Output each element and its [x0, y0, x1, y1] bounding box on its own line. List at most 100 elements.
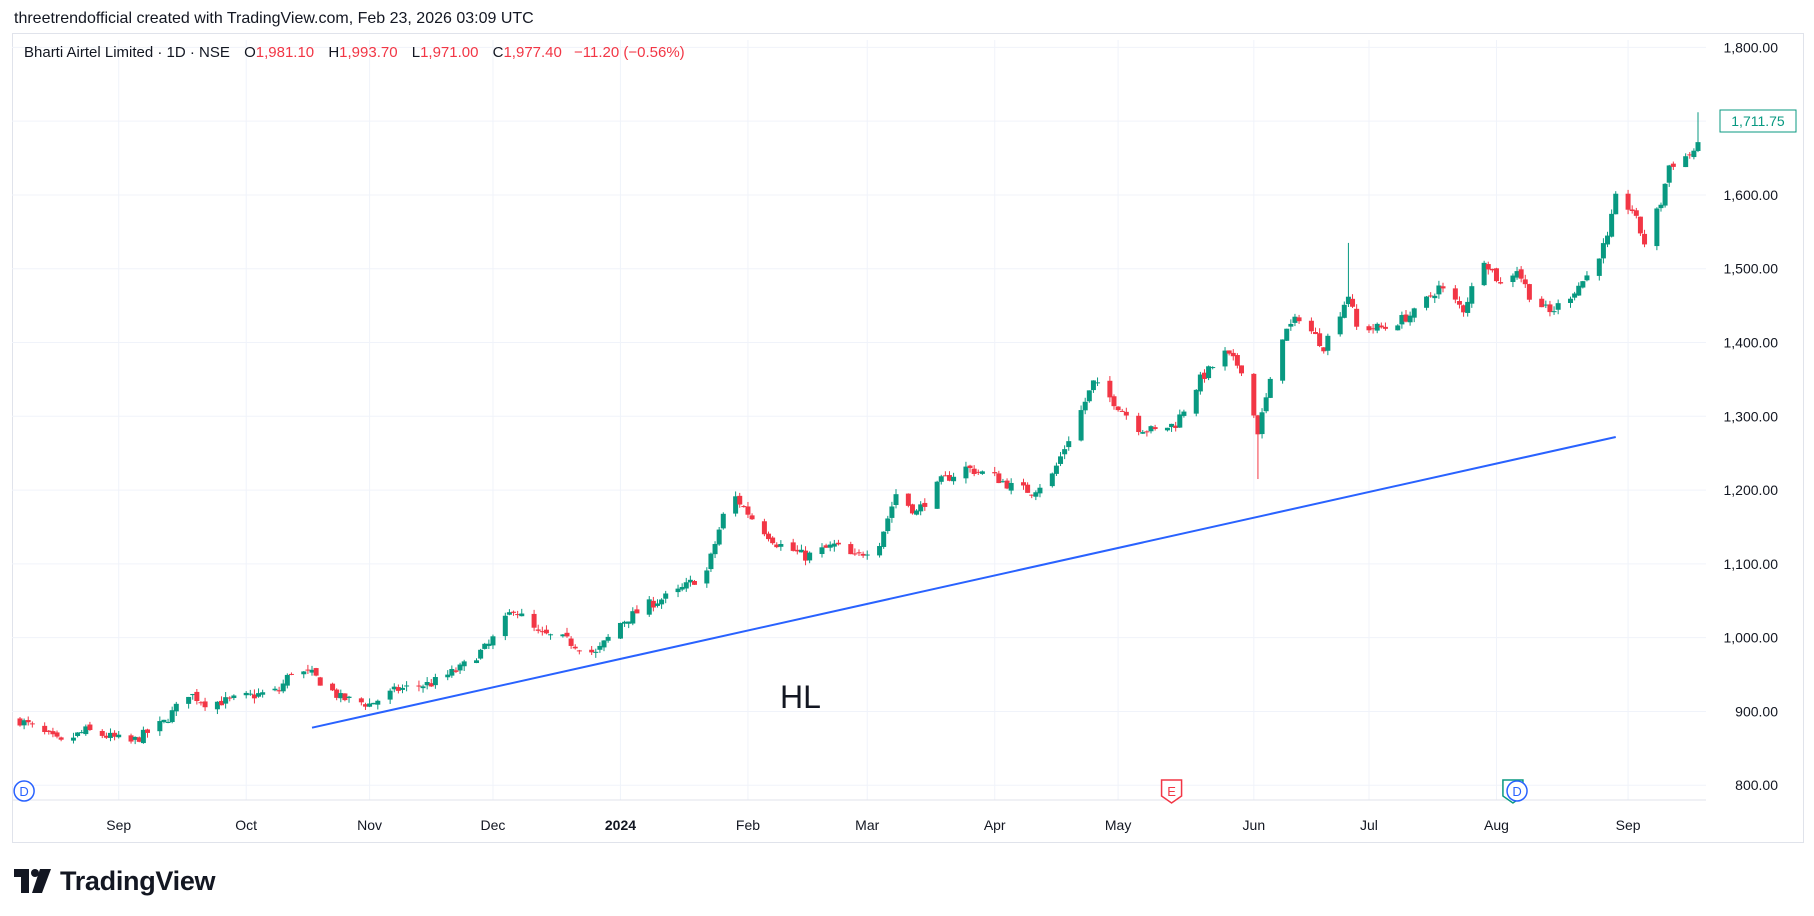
candle-body — [330, 683, 336, 691]
candle-body — [1082, 401, 1088, 411]
x-tick-label: Dec — [481, 817, 506, 833]
candle-body — [564, 632, 570, 637]
x-tick-label: Nov — [357, 817, 382, 833]
candle-body — [914, 510, 920, 515]
candle-body — [1123, 411, 1129, 416]
candle-body — [1206, 366, 1212, 379]
marker-letter: D — [19, 784, 28, 799]
candle-body — [1493, 268, 1499, 282]
candle-body — [515, 614, 521, 616]
last-price-label: 1,711.75 — [1731, 113, 1785, 129]
candle-body — [909, 504, 915, 514]
candle-body — [856, 552, 862, 554]
candle-body — [1255, 415, 1261, 435]
candle-body — [1572, 293, 1578, 298]
candle-body — [819, 547, 825, 555]
candle-body — [461, 661, 467, 667]
x-tick-label: Jul — [1360, 817, 1378, 833]
candle-body — [1489, 268, 1495, 271]
candle-body — [918, 504, 924, 512]
x-tick-label: Aug — [1484, 817, 1509, 833]
candle-body — [17, 718, 23, 726]
candle-body — [387, 690, 393, 700]
candle-body — [334, 689, 340, 698]
candle-body — [140, 729, 146, 744]
candle-body — [165, 721, 171, 723]
candle-body — [1226, 350, 1232, 354]
candle-body — [770, 537, 776, 544]
candle-body — [1025, 484, 1031, 493]
candle-body — [1600, 243, 1606, 259]
candle-body — [1662, 183, 1668, 206]
candle-body — [478, 649, 484, 659]
y-tick-label: 1,200.00 — [1724, 482, 1779, 498]
candle-body — [905, 493, 911, 506]
trendline[interactable] — [311, 435, 1616, 729]
earnings-marker-icon[interactable]: E — [1160, 779, 1183, 804]
candle-body — [996, 473, 1002, 484]
change-value: −11.20 (−0.56%) — [574, 44, 685, 61]
hl-annotation-text[interactable]: HL — [780, 679, 821, 715]
candle-body — [194, 691, 200, 702]
candle-body — [486, 643, 492, 646]
candle-body — [1284, 328, 1290, 341]
candle-body — [1169, 423, 1175, 428]
candle-body — [535, 629, 541, 631]
tradingview-logo[interactable]: TradingView — [14, 866, 216, 896]
candle-body — [103, 735, 109, 738]
candle-body — [1354, 308, 1360, 327]
candle-body — [25, 720, 31, 723]
dividend-marker-icon[interactable]: D — [13, 780, 35, 802]
candle-body — [1469, 286, 1475, 304]
candle-body — [1350, 298, 1356, 307]
candle-body — [992, 472, 998, 474]
y-tick-label: 1,800.00 — [1724, 39, 1779, 55]
candle-body — [112, 732, 118, 737]
candle-body — [1251, 373, 1257, 416]
candle-body — [1526, 284, 1532, 300]
candle-body — [1670, 163, 1676, 167]
candle-body — [1452, 288, 1458, 300]
candle-body — [79, 732, 85, 734]
trendline-layer — [311, 435, 1616, 729]
candle-body — [852, 553, 858, 555]
candle-body — [1321, 347, 1327, 352]
candle-body — [1658, 204, 1664, 209]
y-tick-label: 1,300.00 — [1724, 408, 1779, 424]
candle-body — [1613, 193, 1619, 215]
chart-panel[interactable] — [12, 33, 1804, 843]
candle-body — [1296, 317, 1302, 322]
candle-body — [42, 725, 48, 732]
candle-body — [979, 471, 985, 474]
candle-body — [766, 533, 772, 540]
candle-body — [416, 685, 422, 687]
candles — [17, 112, 1701, 745]
candle-body — [186, 696, 192, 704]
candle-body — [420, 686, 426, 689]
x-tick-label: Jun — [1243, 817, 1266, 833]
candle-body — [1288, 323, 1294, 327]
candle-body — [247, 693, 253, 695]
candle-body — [708, 553, 714, 570]
candle-body — [1337, 316, 1343, 335]
candle-body — [284, 674, 290, 686]
candle-body — [1164, 427, 1170, 431]
x-tick-label: Oct — [235, 817, 257, 833]
candle-body — [1568, 298, 1574, 303]
candle-body — [169, 710, 175, 723]
candle-body — [1193, 389, 1199, 414]
candle-body — [1543, 304, 1549, 306]
candle-body — [371, 702, 377, 705]
candle-body — [128, 735, 134, 742]
candle-body — [1481, 262, 1487, 286]
candle-body — [617, 622, 623, 639]
candle-body — [1633, 210, 1639, 216]
y-tick-label: 1,400.00 — [1724, 335, 1779, 351]
candle-body — [301, 671, 307, 675]
candle-body — [362, 704, 368, 707]
candle-body — [474, 660, 480, 664]
x-tick-label: Sep — [1616, 817, 1641, 833]
dividend-marker-icon[interactable]: D — [1506, 780, 1528, 802]
candle-body — [1115, 406, 1121, 411]
